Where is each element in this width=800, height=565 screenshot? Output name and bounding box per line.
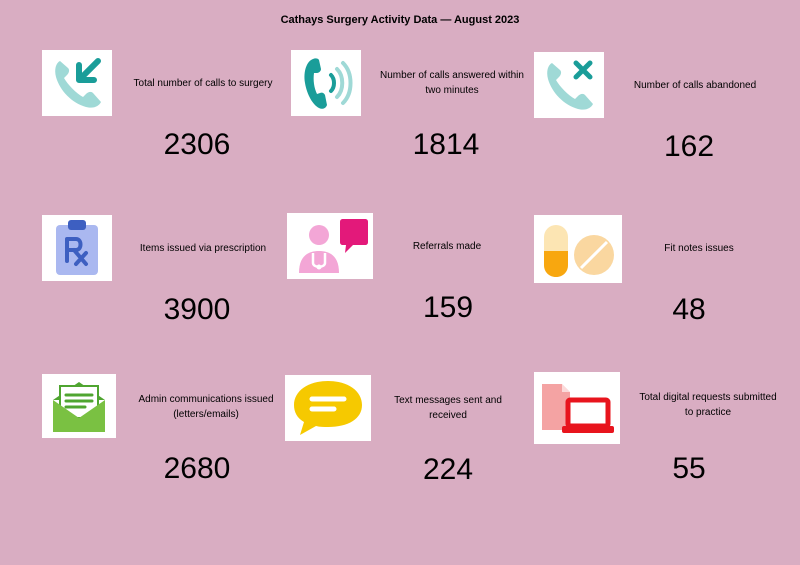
stat-label: Fit notes issues <box>664 242 734 254</box>
stat-value: 2306 <box>163 128 231 161</box>
stat-value: 159 <box>422 291 474 324</box>
phone-incoming-icon <box>42 50 112 116</box>
stat-value: 2680 <box>163 452 231 485</box>
stat-card-text-messages: Text messages sent and received 224 <box>285 375 535 515</box>
stat-value: 3900 <box>163 293 231 326</box>
stat-value: 48 <box>672 293 706 326</box>
phone-missed-icon <box>534 52 604 118</box>
stat-card-referrals: Referrals made 159 <box>287 213 537 353</box>
stat-value: 1814 <box>412 128 480 161</box>
doctor-referral-icon <box>287 213 373 279</box>
stat-card-fit-notes: Fit notes issues 48 <box>534 215 784 355</box>
stat-card-digital-requests: Total digital requests submitted to prac… <box>534 372 784 512</box>
prescription-clipboard-icon <box>42 215 112 281</box>
speech-bubble-icon <box>285 375 371 441</box>
stat-label: Total number of calls to surgery <box>133 77 273 89</box>
stat-label: Number of calls answered within two minu… <box>380 70 524 96</box>
stat-card-prescriptions: Items issued via prescription 3900 <box>42 215 292 355</box>
stat-value: 162 <box>663 130 715 163</box>
stat-label: Referrals made <box>412 240 482 252</box>
page-title: Cathays Surgery Activity Data — August 2… <box>280 14 520 26</box>
stat-label: Admin communications issued (letters/ema… <box>138 394 274 420</box>
stat-value: 224 <box>422 453 474 486</box>
stat-label: Text messages sent and received <box>394 395 502 421</box>
pills-icon <box>534 215 622 283</box>
stat-card-admin-communications: Admin communications issued (letters/ema… <box>42 374 292 514</box>
stat-label: Number of calls abandoned <box>633 79 757 91</box>
stat-card-calls-abandoned: Number of calls abandoned 162 <box>534 52 784 192</box>
stat-card-calls-answered: Number of calls answered within two minu… <box>291 50 541 190</box>
stat-card-calls-total: Total number of calls to surgery 2306 <box>42 50 292 190</box>
envelope-letter-icon <box>42 374 116 438</box>
stat-value: 55 <box>672 452 706 485</box>
digital-request-icon <box>534 372 620 444</box>
phone-ringing-icon <box>291 50 361 116</box>
stat-label: Total digital requests submitted to prac… <box>639 392 777 418</box>
stat-label: Items issued via prescription <box>139 242 267 254</box>
